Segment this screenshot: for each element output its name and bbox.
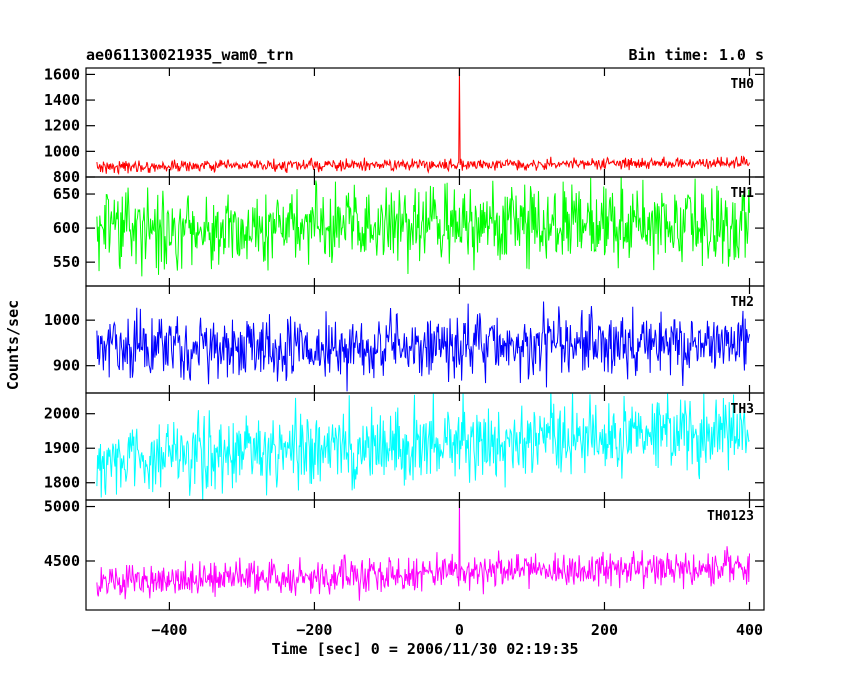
panel-label-th1: TH1 [731,186,755,201]
x-tick-label: 0 [455,621,464,639]
y-tick-label: 1800 [44,474,80,492]
series-line-th2 [96,301,750,392]
panel-th0123: 4500 5000 TH0123 [44,498,765,611]
panel-label-th0123: TH0123 [707,509,754,524]
series-line-th3 [96,393,750,500]
series-line-th1 [96,177,750,277]
panel-th1: 550 600 650 TH1 [53,176,765,287]
panel-th3: 1800 1900 2000 TH3 [44,392,765,501]
x-tick-label: 400 [736,621,763,639]
y-tick-label: 1000 [44,142,80,160]
y-tick-label: 1200 [44,117,80,135]
panel-label-th3: TH3 [731,402,754,417]
y-tick-label: 1900 [44,439,80,457]
y-tick-label: 600 [53,219,80,237]
y-tick-label: 5000 [44,498,80,516]
y-tick-label: 900 [53,357,80,375]
panel-th0: 800 1000 1200 1400 1600 TH0 [44,65,765,186]
bin-time-label: Bin time: 1.0 s [629,46,764,64]
series-line-th0123 [96,500,750,601]
series-line-th0 [96,68,750,176]
x-tick-label: 200 [591,621,618,639]
x-axis: −400 −200 0 200 400 [151,621,763,639]
y-tick-label: 1000 [44,311,80,329]
y-tick-label: 1600 [44,65,80,83]
panel-frame [85,499,765,611]
x-tick-label: −400 [151,621,187,639]
y-tick-label: 2000 [44,405,80,423]
y-axis-title: Counts/sec [4,300,22,390]
y-tick-label: 4500 [44,552,80,570]
chart-title: ae061130021935_wam0_trn [86,46,294,64]
y-tick-label: 550 [53,253,80,271]
y-tick-label: 800 [53,168,80,186]
x-tick-label: −200 [296,621,332,639]
panel-label-th0: TH0 [731,77,755,92]
panel-th2: 900 1000 TH2 [44,285,765,394]
y-tick-label: 650 [53,185,80,203]
y-tick-label: 1400 [44,91,80,109]
panels-group: 800 1000 1200 1400 1600 TH0 550 600 650 TH1 900 100… [44,65,765,611]
panel-label-th2: TH2 [731,295,754,310]
x-axis-title: Time [sec] 0 = 2006/11/30 02:19:35 [271,640,578,658]
